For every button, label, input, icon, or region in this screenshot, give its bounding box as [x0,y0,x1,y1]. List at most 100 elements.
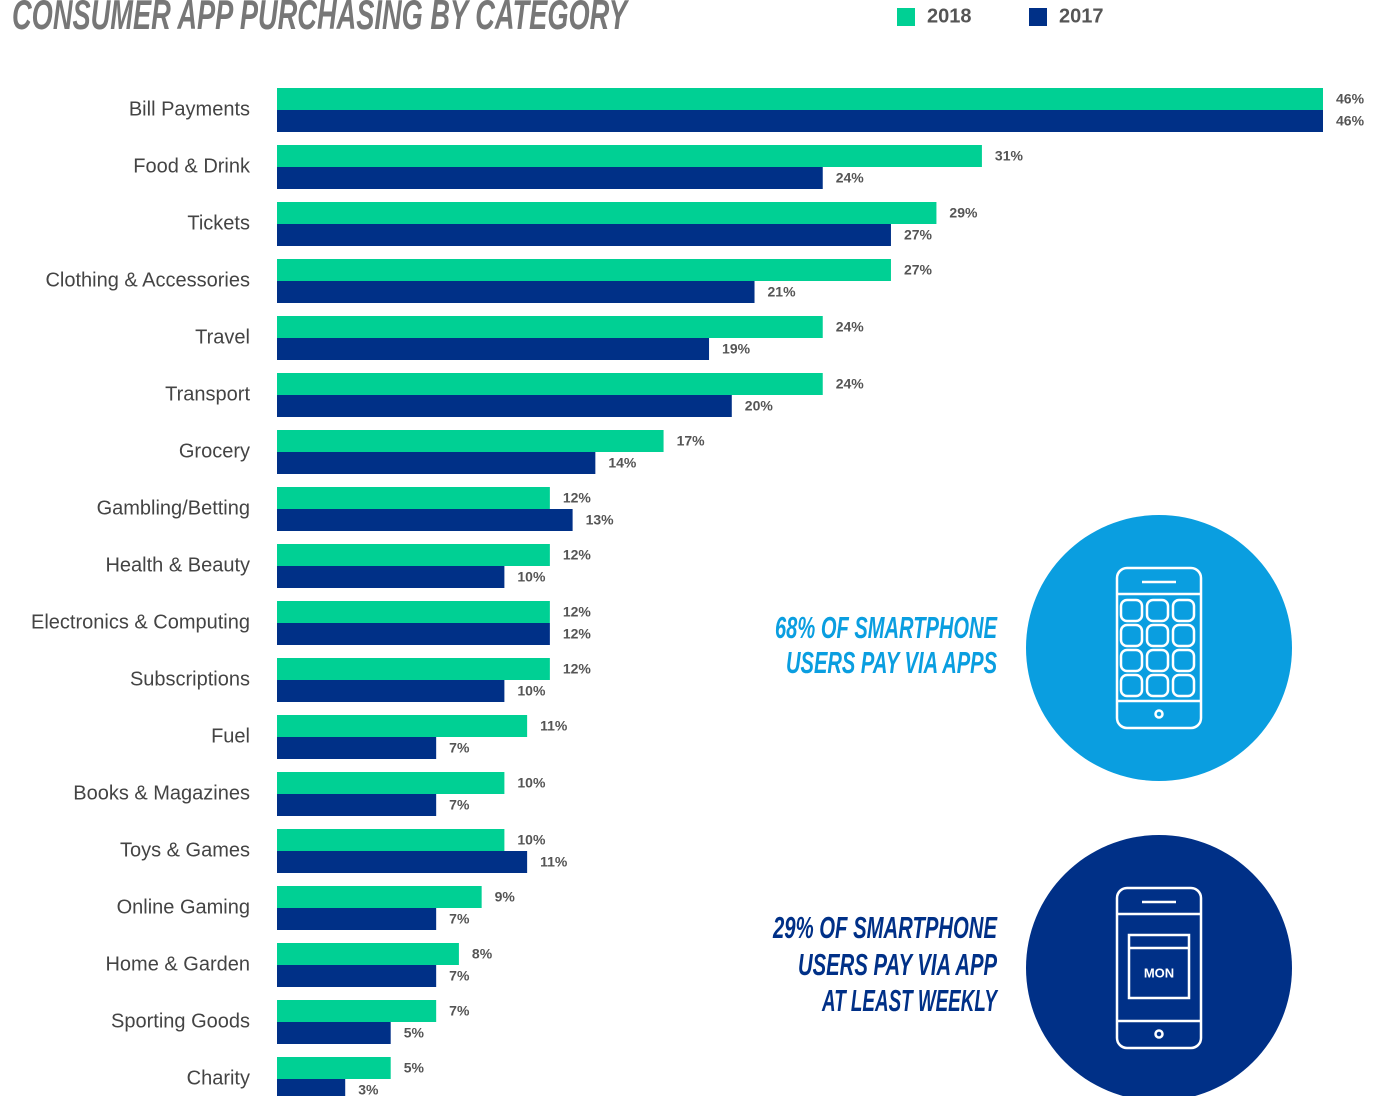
bar [277,601,550,623]
bar [277,224,891,246]
legend-label: 2017 [1059,5,1104,27]
bar [277,566,505,588]
value-label: 11% [540,718,568,734]
bar [277,145,982,167]
value-label: 20% [745,398,774,414]
value-label: 7% [449,797,470,813]
bar [277,851,528,873]
category-label: Grocery [179,440,250,462]
bar [277,794,437,816]
bar [277,452,596,474]
value-label: 21% [768,284,797,300]
category-label: Health & Beauty [105,554,250,576]
value-label: 5% [404,1025,425,1041]
bar [277,680,505,702]
annotation: USERS PAY VIA APP [798,947,997,982]
category-label: Sporting Goods [111,1010,250,1032]
category-label: Home & Garden [105,953,250,975]
bar [277,1000,437,1022]
category-label: Travel [195,326,250,348]
key [1171,623,1196,648]
value-label: 10% [517,832,546,848]
value-label: 27% [904,227,933,243]
key [1119,648,1144,673]
icon-circle [1026,835,1292,1096]
bar [277,487,550,509]
bar [277,965,437,987]
bar [277,1022,391,1044]
bar [277,338,710,360]
key [1145,673,1170,698]
value-label: 8% [472,946,493,962]
bar [277,1079,346,1096]
value-label: 7% [449,968,470,984]
value-label: 12% [563,547,592,563]
key [1171,598,1196,623]
value-label: 11% [540,854,568,870]
value-label: 27% [904,262,933,278]
chart-title: CONSUMER APP PURCHASING BY CATEGORY [12,0,630,38]
value-label: 5% [404,1060,425,1076]
bar [277,110,1323,132]
phone-icon [1115,566,1203,730]
key [1145,623,1170,648]
value-label: 24% [836,319,865,335]
phone-icon [1115,886,1203,1050]
category-label: Books & Magazines [73,782,250,804]
value-label: 24% [836,170,865,186]
bar [277,908,437,930]
value-label: 13% [586,512,615,528]
value-label: 17% [677,433,706,449]
bar [277,316,823,338]
bar [277,623,550,645]
annotation: USERS PAY VIA APPS [786,645,997,680]
category-label: Bill Payments [129,98,250,120]
value-label: 10% [517,775,546,791]
bar [277,737,437,759]
bar [277,658,550,680]
bar [277,395,732,417]
bar [277,544,550,566]
key [1171,673,1196,698]
bar [277,886,482,908]
category-label: Charity [187,1067,250,1089]
category-label: Toys & Games [120,839,250,861]
category-label: Gambling/Betting [97,497,250,519]
value-label: 10% [517,569,546,585]
value-label: 10% [517,683,546,699]
value-label: 12% [563,626,592,642]
category-label: Clothing & Accessories [45,269,250,291]
value-label: 14% [608,455,637,471]
key [1145,648,1170,673]
value-label: 7% [449,911,470,927]
category-label: Fuel [211,725,250,747]
category-label: Electronics & Computing [31,611,250,633]
key [1119,623,1144,648]
legend-swatch [897,8,915,26]
category-label: Online Gaming [117,896,250,918]
bar [277,202,937,224]
value-label: 24% [836,376,865,392]
value-label: 29% [949,205,978,221]
value-label: 46% [1336,91,1365,107]
bar [277,430,664,452]
annotation: 29% OF SMARTPHONE [772,910,998,945]
value-label: 9% [495,889,516,905]
value-label: 3% [358,1082,379,1096]
value-label: 46% [1336,113,1365,129]
value-label: 7% [449,740,470,756]
bar [277,509,573,531]
bar [277,373,823,395]
key [1119,598,1144,623]
value-label: 12% [563,604,592,620]
bar [277,167,823,189]
annotation: 68% OF SMARTPHONE [775,610,998,645]
bar [277,772,505,794]
category-label: Subscriptions [130,668,250,690]
category-label: Transport [165,383,250,405]
key [1171,648,1196,673]
bar [277,715,528,737]
bar [277,829,505,851]
